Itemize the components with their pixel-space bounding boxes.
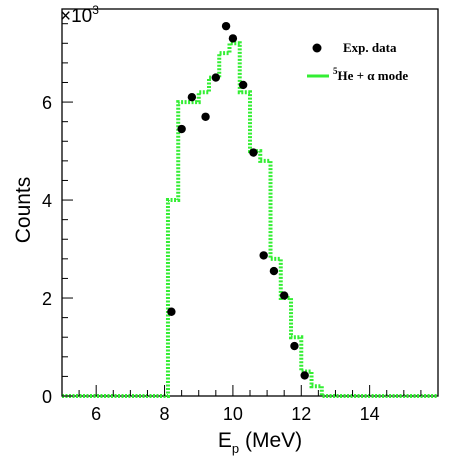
y-tick-label: 6 bbox=[42, 93, 52, 113]
x-axis-label-main: E bbox=[218, 429, 232, 452]
x-axis-label: Ep (MeV) bbox=[218, 429, 302, 456]
data-point bbox=[290, 341, 299, 351]
data-point bbox=[269, 266, 279, 276]
axis-ticks bbox=[61, 23, 439, 397]
x-tick-label: 6 bbox=[91, 404, 101, 424]
data-point bbox=[201, 112, 210, 121]
model-step-histogram bbox=[62, 41, 438, 398]
legend-label-model-text: He + α mode bbox=[338, 68, 409, 83]
data-point bbox=[238, 80, 248, 90]
y-tick-label: 2 bbox=[42, 289, 52, 309]
y-axis-multiplier: ×103 bbox=[60, 3, 99, 27]
y-axis-multiplier-base: ×10 bbox=[60, 6, 92, 27]
data-point bbox=[228, 34, 238, 43]
model-step-line bbox=[62, 41, 438, 398]
legend-label-model: 5He + α mode bbox=[333, 66, 408, 83]
legend-label-exp-data: Exp. data bbox=[343, 40, 397, 55]
data-point bbox=[249, 148, 258, 157]
exp-data-points bbox=[167, 21, 309, 380]
y-tick-label: 0 bbox=[42, 387, 52, 407]
data-point bbox=[300, 371, 309, 380]
data-point bbox=[279, 291, 289, 300]
x-tick-label: 12 bbox=[291, 404, 311, 424]
data-point bbox=[177, 124, 186, 134]
data-point bbox=[167, 307, 176, 316]
x-axis-label-unit: (MeV) bbox=[239, 429, 302, 452]
legend-marker-exp-data bbox=[312, 43, 322, 53]
legend: Exp. data 5He + α mode bbox=[307, 40, 408, 83]
y-axis-label: Counts bbox=[12, 177, 35, 244]
data-point bbox=[259, 251, 268, 260]
legend-label-model-superscript: 5 bbox=[333, 66, 338, 76]
y-tick-label: 4 bbox=[42, 191, 52, 211]
axis-tick-labels: 6 8 10 12 14 0 2 4 6 bbox=[42, 93, 380, 424]
data-point bbox=[211, 73, 221, 82]
x-axis-label-subscript: p bbox=[232, 441, 239, 456]
x-tick-label: 8 bbox=[160, 404, 170, 424]
x-tick-label: 14 bbox=[360, 404, 380, 424]
y-axis-multiplier-exponent: 3 bbox=[92, 3, 99, 17]
data-point bbox=[187, 92, 197, 102]
data-point bbox=[221, 21, 231, 31]
x-tick-label: 10 bbox=[223, 404, 243, 424]
